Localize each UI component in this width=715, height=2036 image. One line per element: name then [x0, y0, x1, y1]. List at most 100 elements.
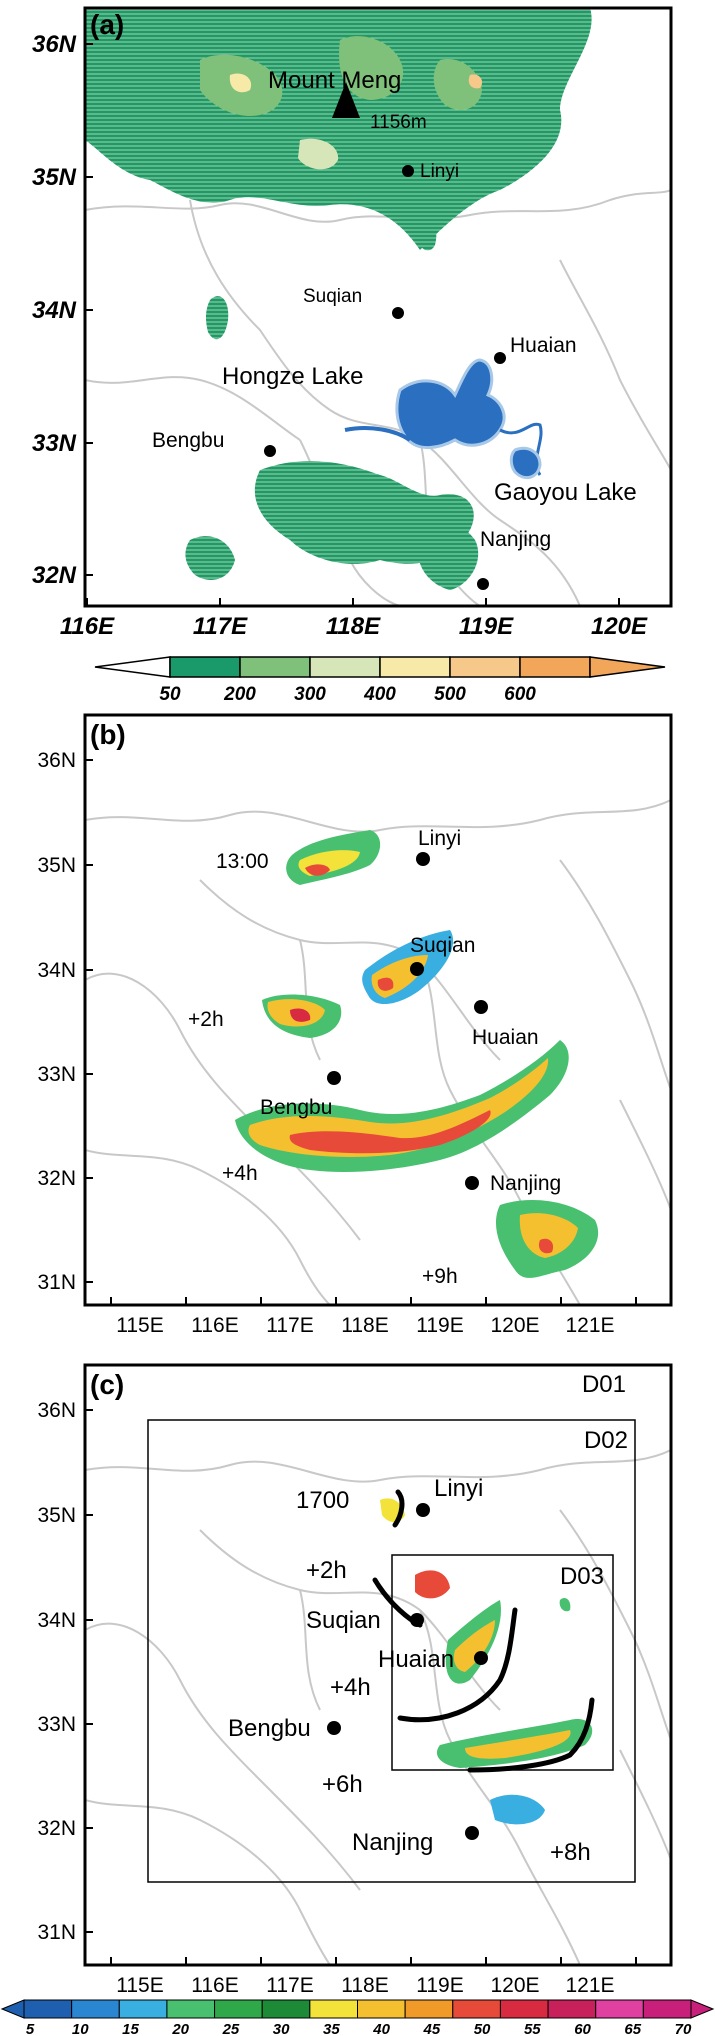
echo-c-small-1 [559, 1598, 571, 1612]
city-marker-huaian-c [474, 1651, 488, 1665]
panel-b-ticks [85, 759, 637, 1305]
colorbar-a-segment [449, 656, 521, 678]
echo-b-9h-max [538, 1238, 554, 1254]
c-lat-33n: 33N [37, 1713, 76, 1736]
terrain-high-3 [433, 59, 482, 110]
cb-a-label-500: 500 [434, 684, 466, 705]
panel-b: Linyi 13:00 Suqian +2h Huaian Bengbu +4h… [37, 713, 673, 1337]
city-marker-nanjing-c [465, 1826, 479, 1840]
panel-c-map: D01 D02 D03 Linyi 1700 +2h Suqian Huaian… [85, 1371, 671, 1965]
panel-c: D01 D02 D03 Linyi 1700 +2h Suqian Huaian… [37, 1363, 673, 1997]
label-time-1700: 1700 [296, 1487, 349, 1514]
label-mount-meng: Mount Meng [268, 67, 401, 94]
terrain-south-3 [185, 536, 235, 580]
lon-tick-116e: 116E [60, 613, 115, 640]
cb-a-label-200: 200 [223, 684, 256, 705]
reflectivity-colorbar-label: 60 [574, 2021, 591, 2036]
label-time-2h-b: +2h [188, 1008, 224, 1031]
terrain-peak-3 [468, 74, 483, 89]
colorbar-a-high-arrow [589, 656, 666, 678]
city-marker-linyi-c [416, 1503, 430, 1517]
lat-tick-34n: 34N [32, 297, 77, 324]
panel-a-cities [264, 82, 506, 590]
lon-tick-119e: 119E [459, 613, 514, 640]
reflectivity-colorbar-segment [166, 1999, 216, 2019]
label-bengbu-c: Bengbu [228, 1715, 311, 1742]
cb-a-label-300: 300 [294, 684, 326, 705]
reflectivity-colorbar-segment [642, 1999, 692, 2019]
panel-c-label: (c) [90, 1369, 124, 1400]
panel-c-labels: D01 D02 D03 Linyi 1700 +2h Suqian Huaian… [228, 1371, 628, 1866]
reflectivity-colorbar-segment [404, 1999, 454, 2019]
panel-b-frame [83, 713, 673, 1307]
b-lon-115e: 115E [116, 1314, 164, 1337]
lat-tick-33n: 33N [32, 430, 77, 457]
label-huaian-a: Huaian [510, 334, 577, 357]
reflectivity-colorbar-segment [499, 1999, 549, 2019]
reflectivity-colorbar-segment [452, 1999, 501, 2019]
label-d03: D03 [560, 1563, 604, 1590]
colorbar-a-segment [519, 656, 591, 678]
panel-b-cities [327, 852, 488, 1190]
echo-c-8h [490, 1794, 545, 1825]
label-suqian-c: Suqian [306, 1607, 381, 1634]
b-lat-31n: 31N [37, 1271, 76, 1294]
colorbar-a-segment [239, 656, 311, 678]
c-lat-35n: 35N [37, 1504, 76, 1527]
b-lon-118e: 118E [341, 1314, 389, 1337]
label-huaian-b: Huaian [472, 1026, 539, 1049]
panel-c-frame [83, 1363, 673, 1967]
hongze-lake-shape [395, 358, 506, 449]
terrain [85, 8, 592, 590]
province-boundaries [85, 189, 671, 606]
elevation-colorbar: 50 200 300 400 500 600 [94, 656, 666, 705]
reflectivity-colorbar-label: 55 [524, 2021, 541, 2036]
echo-b-2h-max [290, 1008, 311, 1022]
city-marker-linyi-b [416, 852, 430, 866]
lat-tick-35n: 35N [32, 164, 77, 191]
terrain-mid-1 [205, 296, 229, 340]
b-lon-120e: 120E [490, 1314, 539, 1337]
label-bengbu-b: Bengbu [260, 1096, 332, 1119]
lakes [344, 358, 543, 480]
panel-c-boundaries [85, 1449, 671, 1965]
label-nanjing-c: Nanjing [352, 1829, 433, 1856]
reflectivity-colorbar: 5 10 15 20 25 30 35 40 45 50 55 60 65 70 [0, 1999, 715, 2036]
reflectivity-colorbar-segment [309, 1999, 359, 2019]
cb-high-arrow [690, 1999, 715, 2019]
b-lon-119e: 119E [416, 1314, 464, 1337]
label-linyi-a: Linyi [420, 161, 459, 182]
lon-tick-120e: 120E [591, 613, 648, 640]
lat-tick-36n: 36N [32, 31, 77, 58]
c-lon-120e: 120E [490, 1974, 539, 1997]
city-marker-bengbu [264, 445, 276, 457]
panel-b-label: (b) [90, 719, 126, 750]
city-marker-nanjing-b [465, 1176, 479, 1190]
label-time-8h: +8h [550, 1839, 591, 1866]
b-lat-33n: 33N [37, 1063, 76, 1086]
label-nanjing-b: Nanjing [490, 1172, 561, 1195]
gust-front-6h [467, 1697, 595, 1773]
label-elevation: 1156m [370, 112, 427, 133]
panel-a-lat-axis: 36N 35N 34N 33N 32N [32, 31, 77, 589]
gaoyou-lake-shape [509, 446, 542, 480]
panel-b-map: Linyi 13:00 Suqian +2h Huaian Bengbu +4h… [85, 799, 671, 1305]
panel-a-label: (a) [90, 9, 124, 40]
reflectivity-colorbar-label: 40 [372, 2021, 390, 2036]
reflectivity-colorbar-label: 50 [474, 2021, 491, 2036]
b-lon-117e: 117E [266, 1314, 314, 1337]
reflectivity-colorbar-segment [214, 1999, 263, 2019]
city-marker-suqian-c [410, 1613, 424, 1627]
echo-b-9h-core [519, 1213, 578, 1258]
gust-front-4h [397, 1607, 518, 1723]
colorbar-a-segment [379, 656, 451, 678]
echo-b-suqian-max [377, 977, 394, 991]
c-lat-32n: 32N [37, 1817, 76, 1840]
cb-low-arrow [0, 1999, 25, 2019]
label-linyi-b: Linyi [418, 827, 461, 850]
reflectivity-colorbar-label: 20 [171, 2021, 189, 2036]
echo-c-2h [415, 1570, 450, 1599]
reflectivity-colorbar-segment [261, 1999, 311, 2019]
colorbar-a-labels: 50 200 300 400 500 600 [159, 684, 536, 705]
